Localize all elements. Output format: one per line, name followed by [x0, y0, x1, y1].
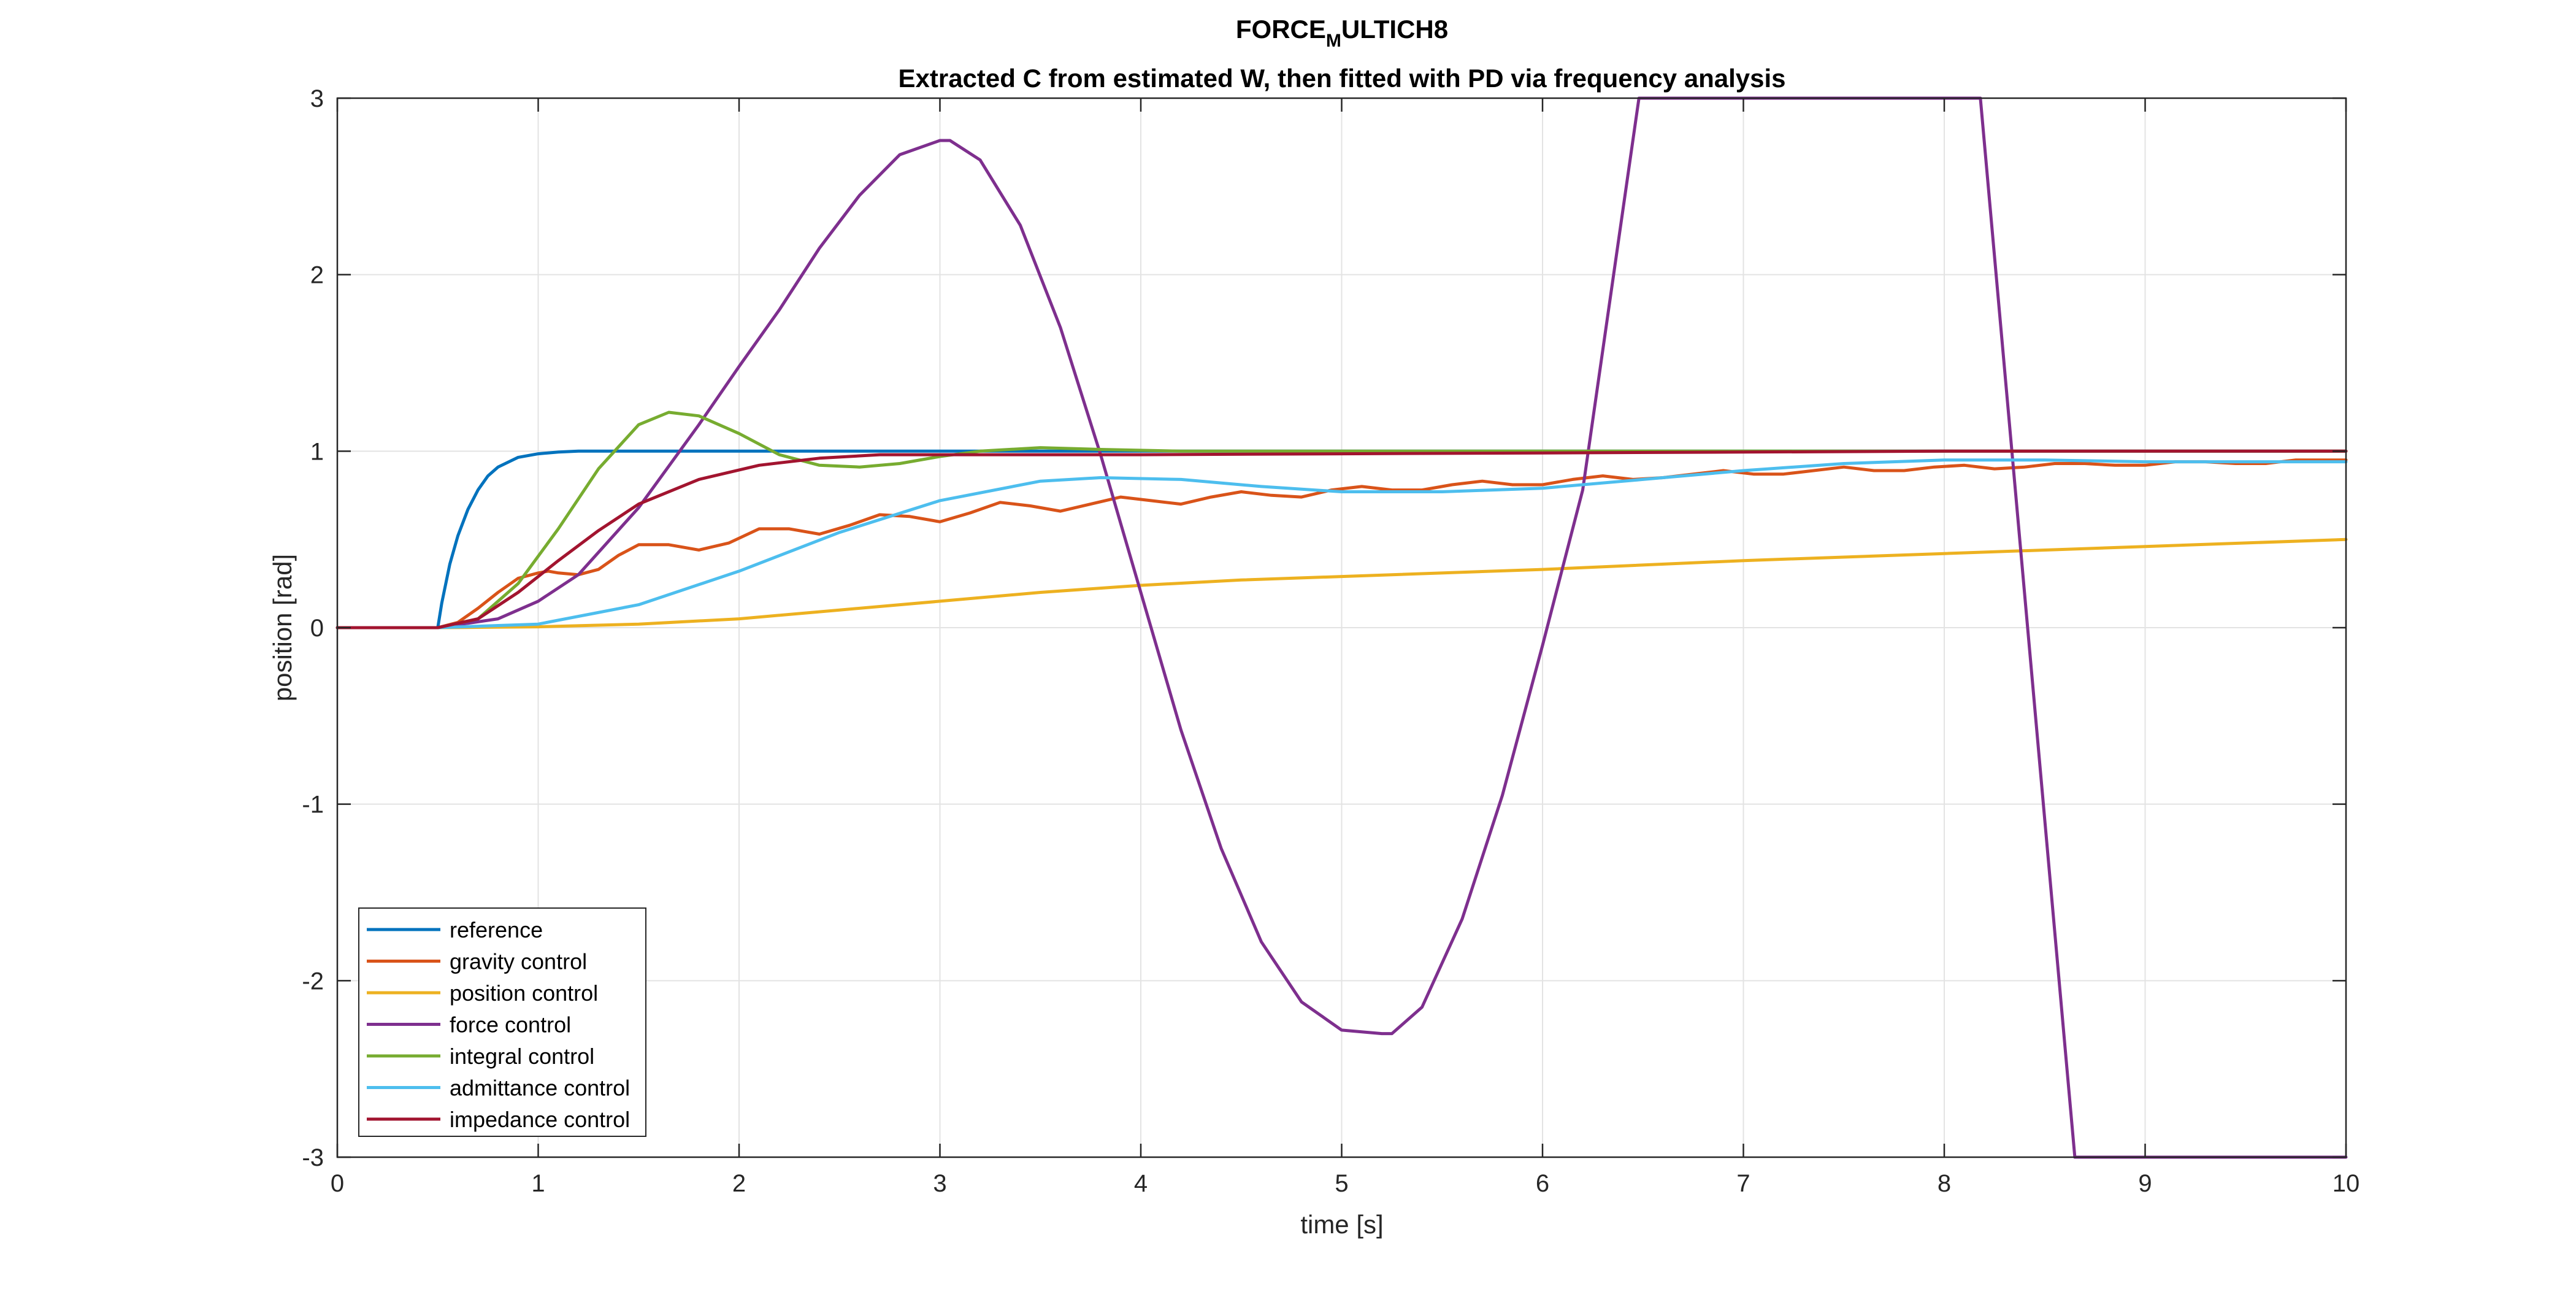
legend-label-admittance-control: admittance control [450, 1076, 630, 1101]
axis-ticks: 0 1 2 3 4 5 6 7 8 9 10 -3 -2 -1 0 1 2 3 [302, 85, 2359, 1197]
x-tick-label: 3 [933, 1170, 946, 1197]
series-line-gravity-control [335, 458, 2348, 630]
y-tick-label: -1 [302, 791, 324, 818]
legend-label-position-control: position control [450, 980, 598, 1006]
x-tick-label: 7 [1736, 1170, 1750, 1197]
legend-box [358, 907, 646, 1137]
x-tick-label: 5 [1335, 1170, 1348, 1197]
series-line-impedance-control [335, 449, 2348, 630]
y-tick-label: -3 [302, 1144, 324, 1171]
chart-title-main: FORCE [1236, 15, 1326, 44]
y-axis-label: position [rad] [268, 554, 297, 701]
y-tick-label: 1 [310, 438, 324, 465]
y-tick-label: -2 [302, 968, 324, 995]
series-line-integral-control [335, 410, 2348, 630]
x-tick-label: 8 [1938, 1170, 1951, 1197]
x-tick-label: 2 [732, 1170, 746, 1197]
x-tick-label: 9 [2138, 1170, 2152, 1197]
chart-title-rest: ULTICH8 [1341, 15, 1448, 44]
legend: reference gravity control position control… [358, 907, 646, 1137]
y-tick-label: 0 [310, 615, 324, 642]
series-line-position-control [335, 537, 2348, 630]
x-tick-label: 6 [1536, 1170, 1549, 1197]
x-tick-label: 10 [2333, 1170, 2360, 1197]
x-tick-label: 4 [1134, 1170, 1148, 1197]
y-tick-label: 2 [310, 262, 324, 289]
series-group [335, 96, 2348, 1159]
chart-subtitle: Extracted C from estimated W, then fitte… [898, 64, 1785, 93]
series-line-admittance-control [335, 458, 2348, 630]
x-tick-label: 0 [331, 1170, 344, 1197]
legend-label-gravity-control: gravity control [450, 949, 587, 974]
chart-title-subscript: M [1326, 31, 1341, 51]
x-tick-label: 1 [531, 1170, 545, 1197]
chart-title: FORCEMULTICH8 [1236, 15, 1448, 51]
legend-label-impedance-control: impedance control [450, 1107, 630, 1132]
x-axis-label: time [s] [1300, 1210, 1383, 1239]
legend-label-integral-control: integral control [450, 1044, 594, 1069]
legend-label-force-control: force control [450, 1012, 571, 1038]
y-tick-label: 3 [310, 85, 324, 112]
legend-label-reference: reference [450, 917, 543, 942]
